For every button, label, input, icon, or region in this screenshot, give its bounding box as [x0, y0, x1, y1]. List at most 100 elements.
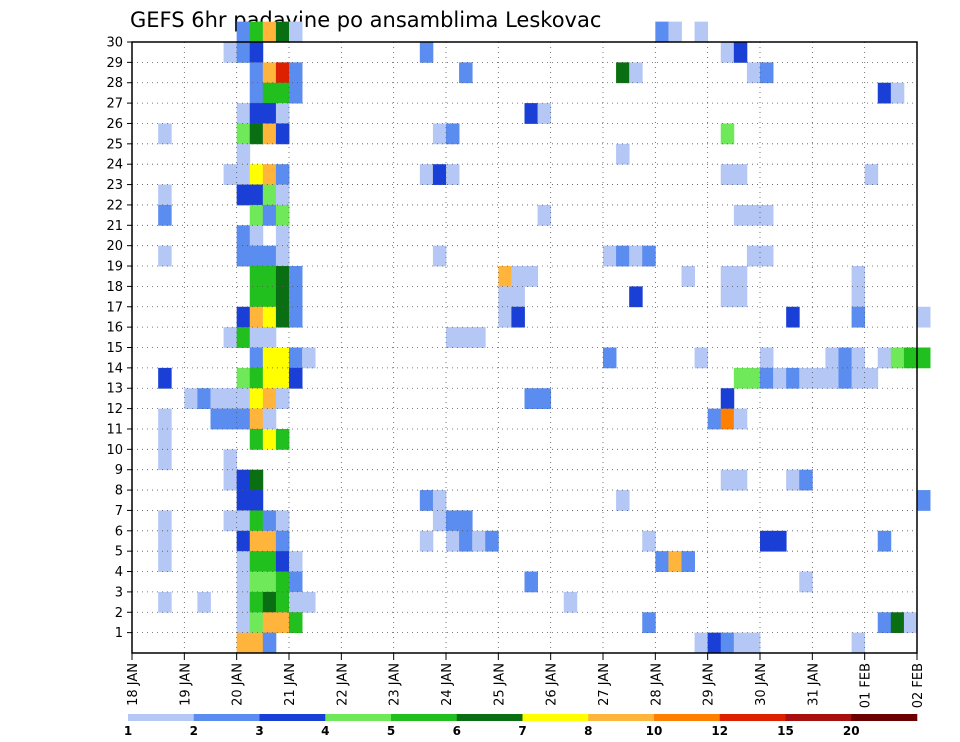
heatmap-cell: [733, 286, 748, 308]
heatmap-cell: [472, 530, 486, 552]
heatmap-cell: [289, 82, 303, 104]
heatmap-cell: [289, 62, 303, 84]
heatmap-cell: [537, 388, 552, 409]
y-tick-label: 8: [115, 484, 123, 499]
heatmap-cell: [262, 510, 277, 532]
heatmap-cell: [472, 327, 486, 348]
y-tick-label: 27: [106, 97, 123, 112]
heatmap-cell: [746, 245, 761, 267]
heatmap-cell: [262, 551, 277, 572]
heatmap-cell: [249, 327, 264, 348]
heatmap-cell: [877, 347, 892, 369]
heatmap-cell: [249, 42, 264, 63]
heatmap-cell: [446, 123, 460, 145]
y-tick-label: 1: [115, 626, 123, 641]
y-tick-label: 12: [106, 402, 123, 417]
heatmap-cell: [249, 408, 264, 430]
heatmap-cell: [289, 286, 303, 308]
y-tick-label: 25: [106, 137, 123, 152]
heatmap-cell: [262, 184, 277, 206]
heatmap-cell: [275, 388, 290, 409]
heatmap-cell: [249, 530, 264, 552]
heatmap-cell: [210, 408, 224, 430]
heatmap-cell: [275, 204, 290, 226]
heatmap-cell: [236, 469, 251, 491]
legend-label: 4: [321, 724, 329, 738]
heatmap-cell: [275, 62, 290, 84]
heatmap-cell: [720, 164, 735, 185]
heatmap-cell: [158, 408, 172, 430]
heatmap-cell: [289, 306, 303, 328]
heatmap-cell: [642, 245, 656, 267]
heatmap-cell: [851, 286, 866, 308]
x-tick-label: 21 JAN: [283, 663, 298, 706]
legend-swatch: [391, 714, 458, 721]
heatmap-cell: [851, 266, 866, 287]
heatmap-cell: [158, 245, 172, 267]
heatmap-cell: [432, 123, 447, 145]
heatmap-cell: [511, 306, 525, 328]
heatmap-cell: [249, 469, 264, 491]
heatmap-cell: [275, 367, 290, 389]
heatmap-cell: [236, 632, 251, 654]
heatmap-cell: [275, 510, 290, 532]
heatmap-cell: [262, 530, 277, 552]
y-tick-label: 5: [115, 545, 123, 560]
heatmap-cell: [864, 367, 879, 389]
legend-label: 7: [518, 724, 526, 738]
heatmap-cell: [707, 408, 722, 430]
heatmap-cell: [603, 245, 617, 267]
x-tick-label: 26 JAN: [545, 663, 560, 706]
x-tick-label: 18 JAN: [126, 663, 141, 706]
heatmap-cell: [236, 612, 251, 634]
heatmap-cell: [275, 612, 290, 634]
heatmap-cell: [459, 510, 473, 532]
heatmap-cell: [249, 571, 264, 593]
heatmap-cell: [158, 530, 172, 552]
heatmap-cell: [223, 327, 238, 348]
heatmap-cell: [681, 551, 695, 572]
heatmap-cell: [720, 266, 735, 287]
heatmap-cell: [838, 367, 852, 389]
heatmap-cell: [236, 408, 251, 430]
heatmap-cell: [524, 103, 538, 124]
x-tick-label: 31 JAN: [806, 663, 821, 706]
heatmap-cell: [799, 571, 813, 593]
heatmap-cell: [289, 551, 303, 572]
heatmap-cell: [419, 42, 434, 63]
heatmap-cell: [616, 490, 630, 511]
heatmap-cell: [275, 286, 290, 308]
heatmap-cell: [158, 428, 172, 450]
heatmap-cell: [236, 306, 251, 328]
legend-swatch: [325, 714, 392, 721]
heatmap-cell: [603, 347, 617, 369]
heatmap-cell: [262, 103, 277, 124]
x-tick-label: 22 JAN: [335, 663, 350, 706]
heatmap-cell: [262, 612, 277, 634]
heatmap-cell: [249, 286, 264, 308]
x-tick-label: 02 FEB: [911, 663, 926, 708]
heatmap-cell: [236, 245, 251, 267]
legend-label: 15: [777, 724, 794, 738]
heatmap-cell: [249, 490, 264, 511]
heatmap-cell: [851, 632, 866, 654]
heatmap-cell: [158, 204, 172, 226]
heatmap-cell: [720, 408, 735, 430]
heatmap-cell: [210, 388, 224, 409]
legend-label: 3: [255, 724, 263, 738]
heatmap-cell: [249, 184, 264, 206]
heatmap-cell: [655, 21, 669, 43]
heatmap-cell: [459, 530, 473, 552]
heatmap-cell: [249, 428, 264, 450]
heatmap-cell: [459, 62, 473, 84]
heatmap-cell: [746, 62, 761, 84]
y-tick-label: 18: [106, 280, 123, 295]
heatmap-cell: [511, 286, 525, 308]
heatmap-cell: [236, 327, 251, 348]
legend-swatch: [785, 714, 852, 721]
heatmap-cell: [236, 510, 251, 532]
heatmap-cell: [275, 571, 290, 593]
heatmap-cell: [275, 21, 290, 43]
legend-swatch: [522, 714, 589, 721]
heatmap-cell: [249, 347, 264, 369]
